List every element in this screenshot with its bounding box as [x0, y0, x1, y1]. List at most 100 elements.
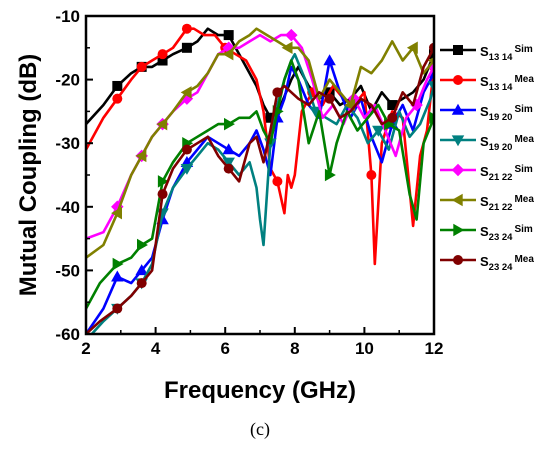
- series-point-s23-24-sim: [112, 257, 124, 271]
- series-point-s23-24-sim: [324, 168, 336, 182]
- axis-layer: 2 4 6 8 10 12 -10 -20 -30 -40 -50 -60: [55, 7, 443, 358]
- series-point-s13-14-sim: [223, 30, 234, 41]
- series-point-s19-20-mea: [222, 157, 235, 169]
- x-axis-title: Frequency (GHz): [164, 377, 356, 404]
- legend-label-subscript: 19 20: [489, 112, 513, 123]
- series-point-s23-24-mea: [112, 303, 123, 314]
- legend-label-suffix: Mea: [514, 134, 534, 145]
- x-tick-label: 6: [220, 339, 229, 358]
- series-point-s21-22-mea: [180, 86, 192, 99]
- series-point-s21-22-mea: [156, 117, 168, 131]
- x-tick-label: 12: [425, 339, 444, 358]
- series-point-s13-14-mea: [272, 176, 283, 187]
- legend-label-subscript: 23 24: [489, 262, 513, 273]
- series-line-s21-22-mea: [86, 27, 434, 259]
- legend-label-s21-22-sim: S21 22Sim: [480, 164, 533, 183]
- series-point-s19-20-mea: [427, 81, 434, 93]
- legend-label-subscript: 13 14: [489, 82, 513, 93]
- legend-label-suffix: Mea: [514, 74, 534, 85]
- legend-label-subscript: 13 14: [489, 52, 513, 63]
- series-point-s21-22-mea: [406, 41, 418, 55]
- legend-swatch-marker-s23-24-mea: [453, 255, 463, 265]
- legend-swatch-marker-s13-14-mea: [453, 75, 463, 85]
- legend-label-suffix: Sim: [514, 164, 532, 175]
- legend-label-s23-24-sim: S23 24Sim: [480, 224, 533, 243]
- legend-label-s23-24-mea: S23 24Mea: [480, 254, 534, 273]
- series-point-s13-14-mea: [136, 61, 147, 72]
- series-point-s13-14-mea: [181, 23, 192, 34]
- x-tick-label: 8: [290, 339, 299, 358]
- y-tick-label: -10: [55, 7, 80, 26]
- series-point-s13-14-sim: [265, 112, 276, 123]
- legend-swatch-marker-s21-22-sim: [451, 163, 465, 177]
- legend-label-letter: S: [480, 134, 489, 149]
- x-tick-label: 4: [151, 339, 161, 358]
- legend-label-subscript: 21 22: [489, 202, 513, 213]
- y-tick-label: -30: [55, 134, 80, 153]
- series-point-s19-20-mea: [372, 125, 385, 137]
- series-point-s23-24-sim: [157, 175, 169, 188]
- legend-label-suffix: Mea: [514, 194, 534, 205]
- legend-label-suffix: Mea: [514, 254, 534, 265]
- series-point-s19-20-sim: [222, 143, 235, 155]
- series-point-s23-24-sim: [136, 238, 148, 252]
- series-point-s21-22-mea: [111, 206, 123, 220]
- y-tick-label: -40: [55, 198, 80, 217]
- x-tick-label: 10: [355, 339, 374, 358]
- series-point-s23-24-mea: [157, 189, 168, 200]
- series-point-s23-24-mea: [387, 112, 398, 123]
- legend-label-letter: S: [480, 254, 489, 269]
- legend-swatch-marker-s23-24-sim: [453, 223, 465, 237]
- series-point-s19-20-sim: [323, 54, 336, 66]
- legend-label-letter: S: [480, 194, 489, 209]
- series-point-s13-14-mea: [112, 93, 123, 104]
- series-point-s13-14-sim: [387, 100, 398, 111]
- legend-swatch-marker-s19-20-sim: [451, 103, 465, 115]
- legend-label-suffix: Sim: [514, 224, 532, 235]
- y-tick-label: -20: [55, 71, 80, 90]
- y-axis-title: Mutual Coupling (dB): [15, 54, 42, 297]
- series-point-s21-22-mea: [135, 149, 147, 163]
- series-line-s23-24-mea: [86, 47, 434, 334]
- legend-swatch-marker-s13-14-sim: [453, 45, 463, 55]
- legend-label-s13-14-sim: S13 14Sim: [480, 44, 533, 63]
- y-tick-label: -50: [55, 261, 80, 280]
- series-point-s23-24-sim: [223, 117, 235, 131]
- legend-label-s19-20-mea: S19 20Mea: [480, 134, 534, 153]
- legend-label-subscript: 23 24: [489, 232, 513, 243]
- series-point-s21-22-mea: [281, 41, 293, 55]
- series-point-s21-22-sim: [285, 28, 298, 42]
- legend-label-s13-14-mea: S13 14Mea: [480, 74, 534, 93]
- y-tick-label: -60: [55, 325, 80, 344]
- series-point-s23-24-mea: [136, 278, 147, 289]
- legend-label-suffix: Sim: [514, 104, 532, 115]
- series-point-s19-20-mea: [309, 106, 322, 118]
- legend-label-letter: S: [480, 104, 489, 119]
- figure-caption: (c): [250, 419, 270, 440]
- legend-label-letter: S: [480, 164, 489, 179]
- series-point-s13-14-sim: [157, 55, 168, 66]
- series-point-s13-14-mea: [366, 170, 377, 180]
- legend-swatch-marker-s19-20-mea: [451, 135, 465, 147]
- series-point-s13-14-sim: [181, 42, 192, 53]
- x-tick-label: 2: [81, 339, 90, 358]
- series-point-s19-20-sim: [111, 270, 124, 282]
- legend-label-letter: S: [480, 44, 489, 59]
- series-point-s13-14-mea: [157, 49, 168, 60]
- series-point-s23-24-mea: [223, 163, 234, 174]
- series-point-s21-22-mea: [427, 56, 434, 65]
- legend-label-suffix: Sim: [514, 44, 532, 55]
- legend-label-letter: S: [480, 74, 489, 89]
- series-point-s19-20-sim: [135, 264, 148, 276]
- legend-label-subscript: 21 22: [489, 172, 513, 183]
- legend-swatch-marker-s21-22-mea: [451, 193, 463, 207]
- series-point-s23-24-mea: [272, 87, 283, 98]
- legend-label-letter: S: [480, 224, 489, 239]
- series-point-s21-22-mea: [222, 47, 234, 61]
- series-point-s13-14-sim: [112, 80, 123, 91]
- legend-label-subscript: 19 20: [489, 142, 513, 153]
- series-point-s19-20-mea: [180, 163, 194, 175]
- series-point-s23-24-mea: [324, 93, 335, 104]
- legend-label-s19-20-sim: S19 20Sim: [480, 104, 533, 123]
